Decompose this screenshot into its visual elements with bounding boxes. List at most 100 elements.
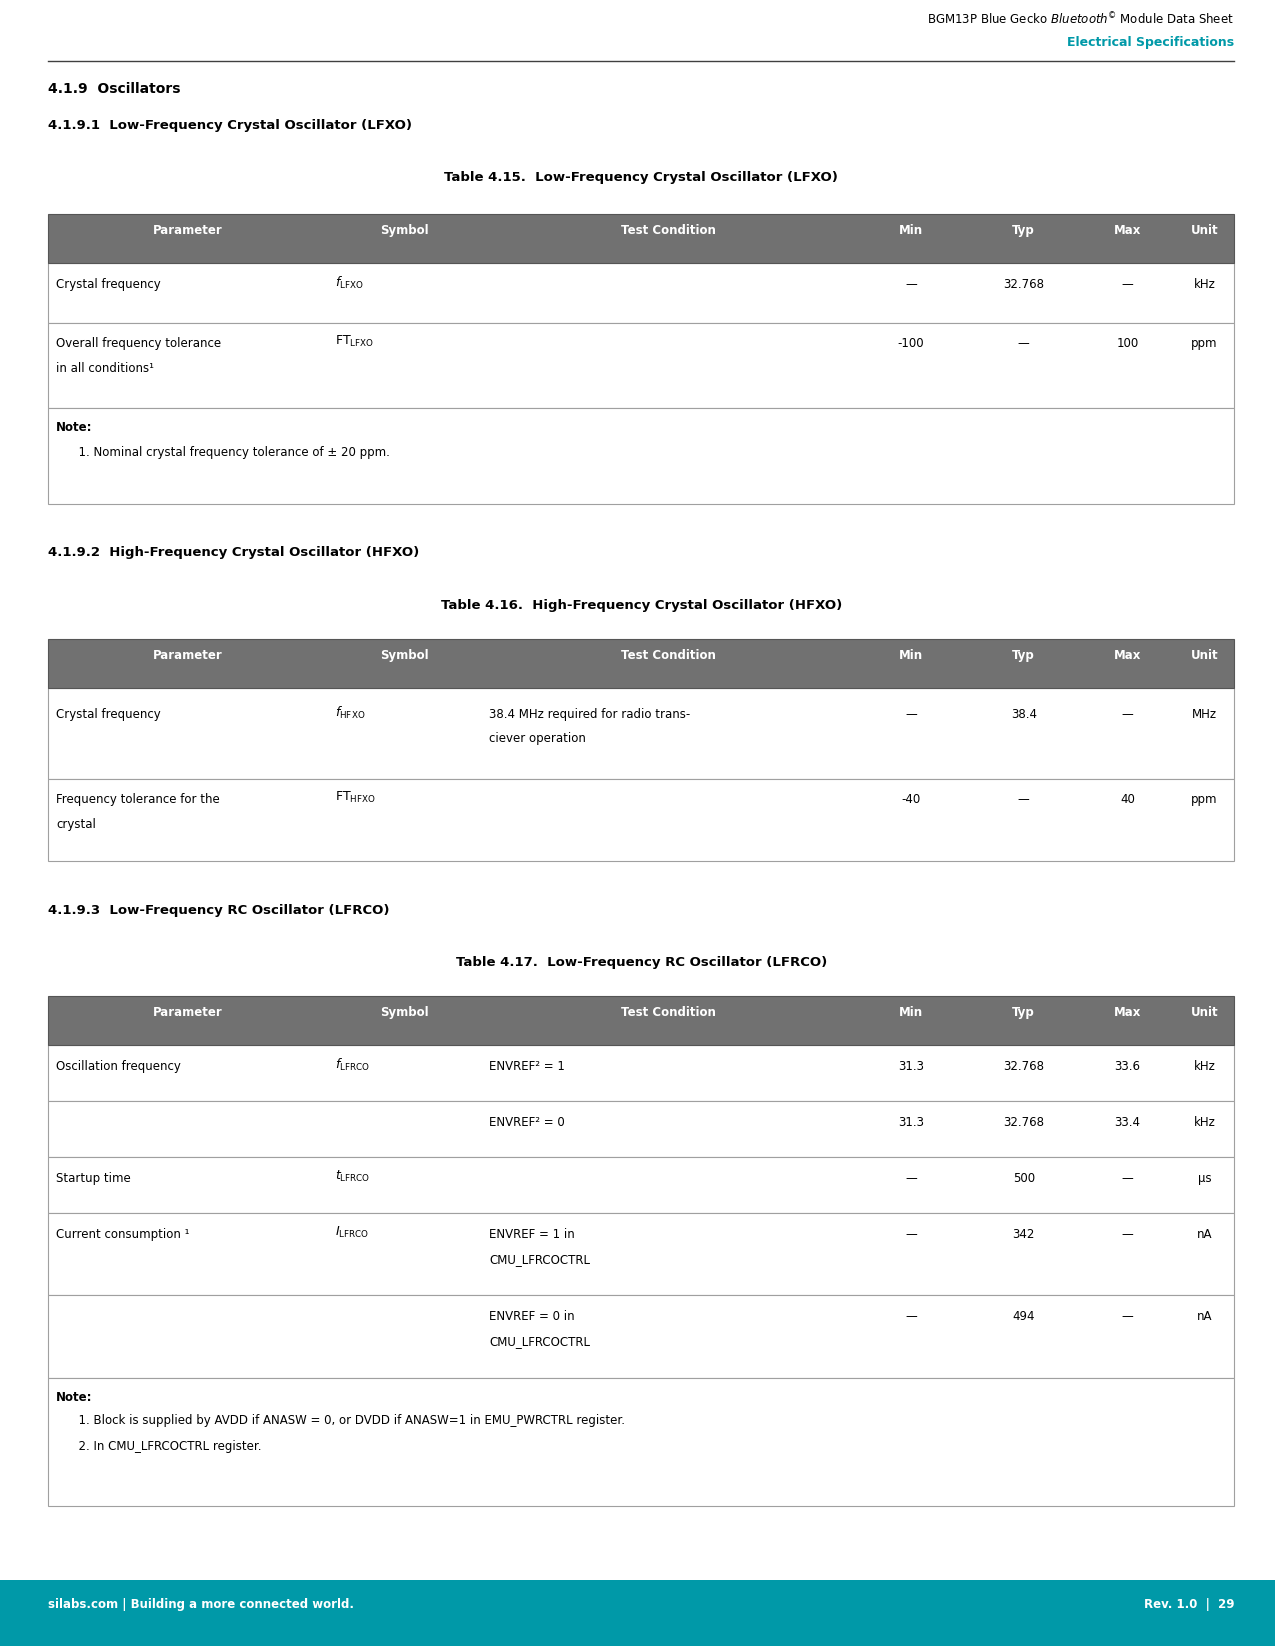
Text: Typ: Typ — [1012, 224, 1035, 237]
Text: Table 4.15.  Low-Frequency Crystal Oscillator (LFXO): Table 4.15. Low-Frequency Crystal Oscill… — [445, 171, 838, 184]
Text: —: — — [1122, 1228, 1133, 1241]
Text: Parameter: Parameter — [153, 649, 223, 662]
Text: Current consumption ¹: Current consumption ¹ — [56, 1228, 190, 1241]
Text: Table 4.17.  Low-Frequency RC Oscillator (LFRCO): Table 4.17. Low-Frequency RC Oscillator … — [455, 956, 827, 969]
Text: ciever operation: ciever operation — [488, 732, 585, 746]
Text: 494: 494 — [1012, 1310, 1035, 1323]
Bar — [48, 323, 1234, 408]
Text: -100: -100 — [898, 337, 924, 351]
Text: nA: nA — [1197, 1310, 1213, 1323]
Text: MHz: MHz — [1192, 708, 1218, 721]
Text: Parameter: Parameter — [153, 1006, 223, 1019]
Text: -40: -40 — [901, 793, 921, 807]
Text: —: — — [1017, 337, 1030, 351]
Text: Frequency tolerance for the: Frequency tolerance for the — [56, 793, 219, 807]
Bar — [48, 408, 1234, 504]
Text: Note:: Note: — [56, 1391, 93, 1404]
Text: 1. Nominal crystal frequency tolerance of ± 20 ppm.: 1. Nominal crystal frequency tolerance o… — [71, 446, 390, 459]
Bar — [48, 1101, 1234, 1157]
Text: —: — — [905, 1172, 917, 1185]
Text: Test Condition: Test Condition — [621, 224, 715, 237]
Bar — [48, 214, 1234, 263]
Text: 31.3: 31.3 — [898, 1060, 924, 1073]
Text: $f_{\rm LFRCO}$: $f_{\rm LFRCO}$ — [335, 1057, 370, 1073]
Text: 1. Block is supplied by AVDD if ANASW = 0, or DVDD if ANASW=1 in EMU_PWRCTRL reg: 1. Block is supplied by AVDD if ANASW = … — [71, 1414, 626, 1427]
Text: in all conditions¹: in all conditions¹ — [56, 362, 154, 375]
Text: ppm: ppm — [1191, 793, 1218, 807]
Text: nA: nA — [1197, 1228, 1213, 1241]
Text: $I_{\rm LFRCO}$: $I_{\rm LFRCO}$ — [335, 1225, 368, 1239]
Text: ENVREF² = 0: ENVREF² = 0 — [488, 1116, 565, 1129]
Bar — [48, 688, 1234, 779]
Text: 4.1.9  Oscillators: 4.1.9 Oscillators — [48, 82, 181, 97]
Text: Oscillation frequency: Oscillation frequency — [56, 1060, 181, 1073]
Text: Symbol: Symbol — [380, 1006, 428, 1019]
Text: Note:: Note: — [56, 421, 93, 435]
Text: Symbol: Symbol — [380, 649, 428, 662]
Text: Rev. 1.0  |  29: Rev. 1.0 | 29 — [1144, 1598, 1234, 1611]
Text: Unit: Unit — [1191, 649, 1219, 662]
Text: Test Condition: Test Condition — [621, 1006, 715, 1019]
Text: ppm: ppm — [1191, 337, 1218, 351]
Text: 38.4 MHz required for radio trans-: 38.4 MHz required for radio trans- — [488, 708, 690, 721]
Text: kHz: kHz — [1193, 278, 1215, 291]
Text: Typ: Typ — [1012, 649, 1035, 662]
Text: $f_{\rm HFXO}$: $f_{\rm HFXO}$ — [335, 704, 365, 721]
Text: Overall frequency tolerance: Overall frequency tolerance — [56, 337, 222, 351]
Text: Table 4.16.  High-Frequency Crystal Oscillator (HFXO): Table 4.16. High-Frequency Crystal Oscil… — [441, 599, 842, 612]
Text: ENVREF = 1 in: ENVREF = 1 in — [488, 1228, 575, 1241]
Text: —: — — [905, 1310, 917, 1323]
Text: $t_{\rm LFRCO}$: $t_{\rm LFRCO}$ — [335, 1169, 370, 1183]
Bar — [48, 1213, 1234, 1295]
Bar — [48, 639, 1234, 688]
Text: 4.1.9.3  Low-Frequency RC Oscillator (LFRCO): 4.1.9.3 Low-Frequency RC Oscillator (LFR… — [48, 904, 390, 917]
Text: Parameter: Parameter — [153, 224, 223, 237]
Text: 31.3: 31.3 — [898, 1116, 924, 1129]
Text: CMU_LFRCOCTRL: CMU_LFRCOCTRL — [488, 1253, 590, 1266]
Text: 4.1.9.1  Low-Frequency Crystal Oscillator (LFXO): 4.1.9.1 Low-Frequency Crystal Oscillator… — [48, 119, 412, 132]
Text: $f_{\rm LFXO}$: $f_{\rm LFXO}$ — [335, 275, 363, 291]
Text: 33.4: 33.4 — [1114, 1116, 1140, 1129]
Text: Min: Min — [899, 1006, 923, 1019]
Bar — [0, 1580, 1275, 1646]
Bar — [48, 263, 1234, 323]
Bar — [48, 1378, 1234, 1506]
Text: Min: Min — [899, 649, 923, 662]
Text: Max: Max — [1114, 1006, 1141, 1019]
Text: Electrical Specifications: Electrical Specifications — [1067, 36, 1234, 49]
Text: $\rm FT_{\rm LFXO}$: $\rm FT_{\rm LFXO}$ — [335, 334, 374, 349]
Text: ENVREF² = 1: ENVREF² = 1 — [488, 1060, 565, 1073]
Text: Unit: Unit — [1191, 224, 1219, 237]
Text: $\rm FT_{\rm HFXO}$: $\rm FT_{\rm HFXO}$ — [335, 790, 376, 805]
Text: ENVREF = 0 in: ENVREF = 0 in — [488, 1310, 575, 1323]
Text: Unit: Unit — [1191, 1006, 1219, 1019]
Text: 100: 100 — [1117, 337, 1139, 351]
Text: crystal: crystal — [56, 818, 96, 831]
Text: BGM13P Blue Gecko $\it{Bluetooth}$$^{\copyright}$ Module Data Sheet: BGM13P Blue Gecko $\it{Bluetooth}$$^{\co… — [927, 12, 1234, 28]
Text: Crystal frequency: Crystal frequency — [56, 278, 161, 291]
Text: Min: Min — [899, 224, 923, 237]
Text: 2. In CMU_LFRCOCTRL register.: 2. In CMU_LFRCOCTRL register. — [71, 1440, 261, 1453]
Text: —: — — [905, 1228, 917, 1241]
Text: µs: µs — [1197, 1172, 1211, 1185]
Text: kHz: kHz — [1193, 1060, 1215, 1073]
Text: Symbol: Symbol — [380, 224, 428, 237]
Text: —: — — [1122, 1310, 1133, 1323]
Text: 33.6: 33.6 — [1114, 1060, 1140, 1073]
Text: —: — — [1122, 278, 1133, 291]
Text: 4.1.9.2  High-Frequency Crystal Oscillator (HFXO): 4.1.9.2 High-Frequency Crystal Oscillato… — [48, 546, 419, 560]
Bar — [48, 1045, 1234, 1101]
Text: Max: Max — [1114, 224, 1141, 237]
Bar — [48, 779, 1234, 861]
Text: CMU_LFRCOCTRL: CMU_LFRCOCTRL — [488, 1335, 590, 1348]
Text: —: — — [905, 278, 917, 291]
Bar — [48, 1157, 1234, 1213]
Text: Typ: Typ — [1012, 1006, 1035, 1019]
Text: Startup time: Startup time — [56, 1172, 131, 1185]
Text: 342: 342 — [1012, 1228, 1035, 1241]
Text: 40: 40 — [1119, 793, 1135, 807]
Text: silabs.com | Building a more connected world.: silabs.com | Building a more connected w… — [48, 1598, 354, 1611]
Text: —: — — [1122, 708, 1133, 721]
Text: 32.768: 32.768 — [1003, 1060, 1044, 1073]
Text: —: — — [1122, 1172, 1133, 1185]
